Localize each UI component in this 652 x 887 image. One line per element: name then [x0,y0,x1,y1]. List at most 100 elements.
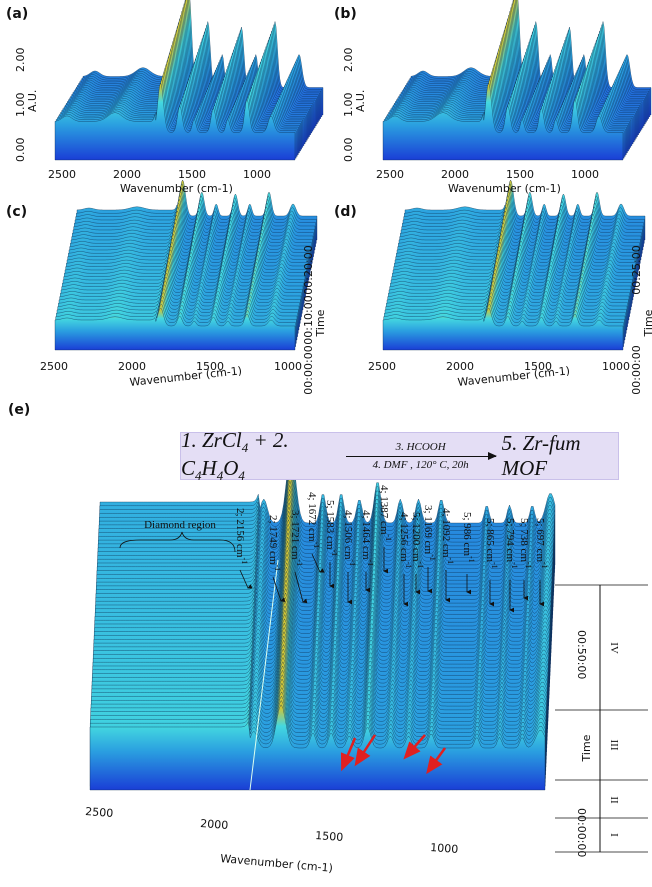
x-tick-label: 1500 [196,360,224,373]
formula-part: 1. ZrCl [181,427,242,452]
x-tick-label: 2500 [40,360,68,373]
phase-label: I [608,833,620,837]
time-tick-label: 00:00:00 [302,345,315,394]
peak-arrow [294,571,308,604]
y-tick-label: 0.00 [14,138,27,163]
peak-label-sup: -1 [490,562,499,569]
time-axis-label: Time [642,309,652,337]
time-axis-label: Time [314,309,327,337]
arrow-line [345,451,497,460]
x-tick-label: 2000 [446,360,474,373]
peak-label: 2; 2156 cm-1 [234,508,249,564]
x-axis-label: Wavenumber (cm-1) [448,182,561,195]
time-tick-label: 00:00:00 [630,345,643,394]
highlight-arrow [340,737,357,772]
peak-label-text: 2; 2156 cm [234,508,246,558]
peak-label: 5; 865 cm-1 [484,518,499,569]
x-tick-label: 2500 [48,168,76,181]
peak-label-text: 5; 1200 cm [410,512,422,562]
arrow-under: 4. DMF , 120° C, 20h [372,458,469,471]
peak-label: 5; 1200 cm-1 [410,512,425,568]
time-tick-label: 00:20:00 [302,245,315,294]
peak-label: 3; 1721 cm-1 [289,510,304,566]
peak-label-sup: -1 [404,562,413,569]
reaction-equation: 1. ZrCl4 + 2. C4H4O4 3. HCOOH 4. DMF , 120… [180,428,619,484]
panel-label: (e) [8,402,30,418]
arrow-over: 3. HCOOH [395,440,446,453]
x-tick-label: 1500 [506,168,534,181]
peak-label: 4; 1464 cm-1 [360,510,375,566]
x-tick-label: 1000 [274,360,302,373]
x-tick-label: 1500 [524,360,552,373]
peak-label: 4; 1387 cm-1 [378,485,393,541]
formula-part: + 2. C [181,427,289,480]
surface-strip [382,307,624,351]
peak-label-sup: -1 [510,562,519,569]
time-tick-label: 00:25:00 [630,245,643,294]
peak-label-sup: -1 [330,550,339,557]
peak-label-text: 5; 986 cm [461,512,473,556]
y-tick-label: 2.00 [14,48,27,73]
peak-label-sup: -1 [416,562,425,569]
peak-label-sup: -1 [384,535,393,542]
time-axis-label: Time [580,734,593,762]
peak-label-text: 3; 1721 cm [289,510,301,560]
waterfall-surface [54,179,318,351]
panel-label: (b) [334,6,357,22]
peak-label: 5; 738 cm-1 [518,518,533,569]
x-tick-label: 2000 [113,168,141,181]
y-tick-label: 2.00 [342,48,355,73]
phase-label: IV [608,642,620,654]
peak-label-text: 2; 1749 cm [267,515,279,565]
formula-subscript: 4 [195,468,202,484]
peak-label-sup: -1 [312,542,321,549]
x-tick-label: 1500 [178,168,206,181]
reference-line [249,559,279,791]
peak-label-text: 4; 1387 cm [378,485,390,535]
x-axis-label: Wavenumber (cm-1) [120,182,233,195]
peak-label-text: 4; 1464 cm [360,510,372,560]
peak-label: 4; 1506 cm-1 [342,510,357,566]
peak-label: 4; 1672 cm-1 [306,492,321,548]
peak-label-sup: -1 [428,554,437,561]
panel-label: (c) [6,204,27,220]
peak-label: 2; 1749 cm-1 [267,515,282,571]
y-tick-label: 0.00 [342,138,355,163]
peak-label-text: 4; 1672 cm [306,492,318,542]
x-tick-label: 1500 [315,829,344,844]
y-axis-label: A.U. [354,90,367,112]
peak-label-text: 5; 697 cm [534,518,546,562]
highlight-arrow [426,747,447,775]
waterfall-surface [382,179,646,351]
peak-label: 5; 697 cm-1 [534,518,549,569]
peak-label-text: 5; 738 cm [518,518,530,562]
surface-strip [54,307,296,351]
peak-label: 4; 1092 cm-1 [440,508,455,564]
peak-label-text: 4; 1506 cm [342,510,354,560]
peak-label: 5; 1583 cm-1 [324,500,339,556]
x-tick-label: 2000 [441,168,469,181]
peak-label-sup: -1 [446,558,455,565]
highlight-arrow [403,734,426,760]
waterfall-surface [54,0,324,161]
x-tick-label: 1000 [243,168,271,181]
peak-label-sup: -1 [348,560,357,567]
surfaces [54,0,652,791]
x-tick-label: 2000 [118,360,146,373]
time-tick-label: 00:00:00 [575,808,588,857]
peak-label-sup: -1 [540,562,549,569]
highlight-arrow [354,734,377,767]
peak-label: 5; 986 cm-1 [461,512,476,563]
peak-arrow [311,553,325,573]
peak-label-sup: -1 [366,560,375,567]
formula-subscript: 4 [238,468,245,484]
x-tick-label: 1000 [571,168,599,181]
waterfall-surface [89,450,556,791]
formula-part: H [201,456,217,480]
peak-arrow [272,576,286,603]
time-tick-label: 00:10:00 [302,295,315,344]
peak-label-text: 3; 1169 cm [422,505,434,555]
surface-strip [54,82,296,161]
x-axis-label: Wavenumber (cm-1) [457,364,571,389]
